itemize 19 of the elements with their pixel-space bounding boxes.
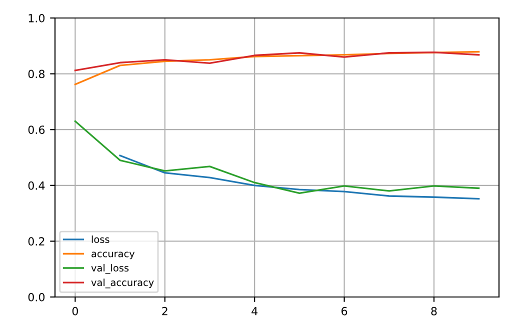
- line-series: [74, 120, 480, 194]
- legend-label: accuracy: [92, 252, 135, 260]
- line-series: [74, 51, 480, 72]
- line-series: [74, 50, 480, 86]
- line-series: [119, 154, 480, 200]
- x-tick-label: 4: [252, 307, 258, 316]
- x-tick-label: 0: [72, 306, 78, 316]
- legend-label: val_accuracy: [91, 278, 154, 288]
- x-tick-label: 2: [162, 306, 168, 316]
- y-tick-label: 0.6: [28, 126, 45, 134]
- y-tick-label: 0.8: [28, 70, 45, 78]
- y-tick-label: 1.0: [28, 14, 45, 22]
- x-tick-label: 8: [431, 306, 437, 316]
- legend-label: val_loss: [91, 264, 129, 274]
- y-tick-label: 0.2: [28, 237, 44, 246]
- y-tick-label: 0.4: [28, 181, 45, 190]
- y-tick-label: 0.0: [28, 292, 45, 302]
- legend-label: loss: [92, 235, 110, 244]
- x-tick-label: 6: [342, 306, 348, 316]
